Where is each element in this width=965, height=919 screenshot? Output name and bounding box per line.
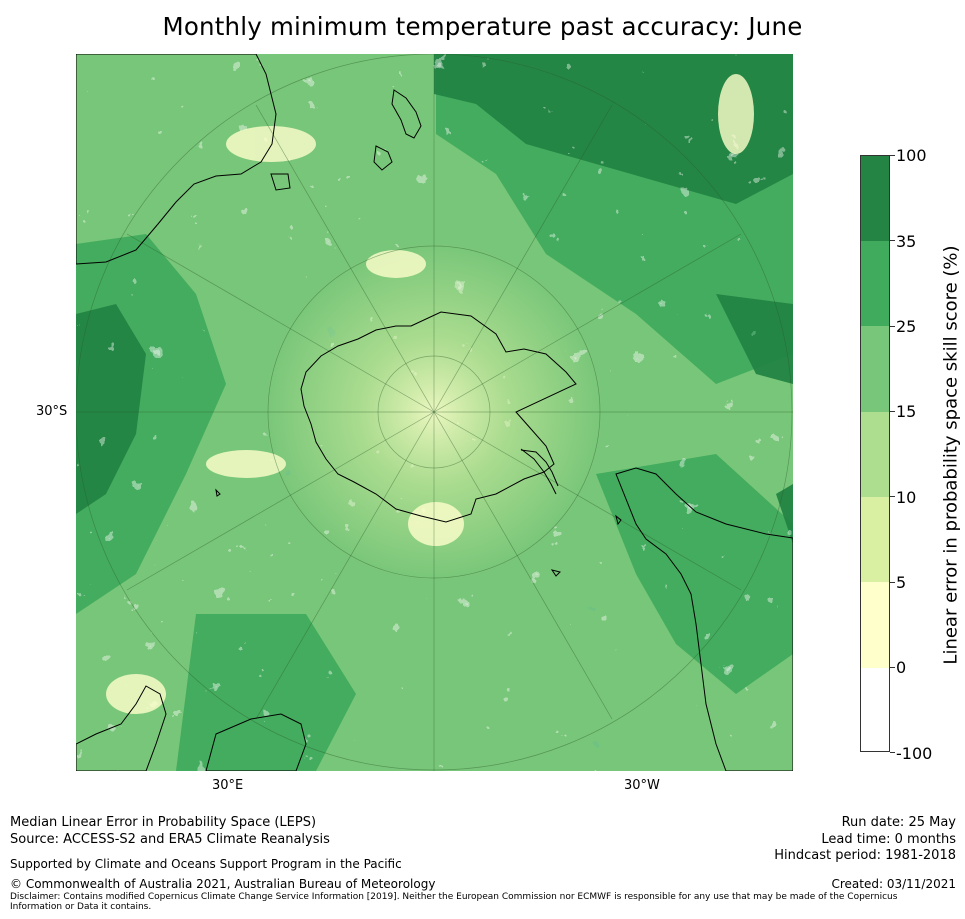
new-zealand-outline [391, 89, 422, 139]
chart-title: Monthly minimum temperature past accurac… [162, 12, 803, 41]
footer-disclaimer: Disclaimer: Contains modified Copernicus… [10, 892, 898, 912]
colorbar-tick [890, 752, 895, 753]
colorbar [860, 155, 890, 752]
footer-hindcast: Hindcast period: 1981-2018 [774, 848, 956, 863]
colorbar-label: 0 [896, 658, 907, 677]
map-svg [76, 54, 793, 771]
colorbar-tick [890, 411, 895, 412]
antarctica-outline [300, 311, 577, 523]
footer-created: Created: 03/11/2021 [831, 877, 956, 891]
colorbar-label: -100 [896, 744, 933, 763]
colorbar-label: 15 [896, 402, 917, 421]
footer-method: Median Linear Error in Probability Space… [10, 815, 317, 830]
colorbar-label: 5 [896, 573, 907, 592]
colorbar-bin-10-15 [861, 412, 889, 498]
low-skill-patches [106, 74, 754, 714]
colorbar-bin-neg100-0 [861, 668, 889, 751]
colorbar-bin-15-25 [861, 326, 889, 413]
colorbar-label: 10 [896, 488, 917, 507]
south-america-outline [615, 467, 793, 771]
colorbar-tick [890, 155, 895, 156]
graticule [76, 54, 793, 771]
skill-map [76, 54, 793, 771]
colorbar-title: Linear error in probability space skill … [940, 245, 962, 665]
colorbar-label: 25 [896, 317, 917, 336]
coastlines [76, 54, 793, 771]
africa-outline [76, 685, 167, 771]
australia-outline [76, 54, 277, 265]
lat-label-30s: 30°S [36, 404, 68, 419]
footer-copyright: © Commonwealth of Australia 2021, Austra… [10, 877, 436, 891]
lon-label-30e: 30°E [212, 778, 244, 793]
colorbar-bin-35-100 [861, 156, 889, 242]
colorbar-tick [890, 326, 895, 327]
colorbar-label: 35 [896, 232, 917, 251]
footer-source: Source: ACCESS-S2 and ERA5 Climate Reana… [10, 832, 330, 847]
footer-support: Supported by Climate and Oceans Support … [10, 857, 402, 871]
colorbar-tick [890, 240, 895, 241]
colorbar-tick [890, 582, 895, 583]
colorbar-bin-5-10 [861, 497, 889, 583]
colorbar-label: 100 [896, 146, 927, 165]
footer-run-date: Run date: 25 May [841, 815, 956, 830]
polar-light-zone [264, 242, 604, 582]
colorbar-bin-0-5 [861, 582, 889, 669]
footer-lead-time: Lead time: 0 months [821, 832, 956, 847]
colorbar-tick [890, 496, 895, 497]
colorbar-tick [890, 667, 895, 668]
lon-label-30w: 30°W [624, 778, 660, 793]
colorbar-bin-25-35 [861, 241, 889, 327]
